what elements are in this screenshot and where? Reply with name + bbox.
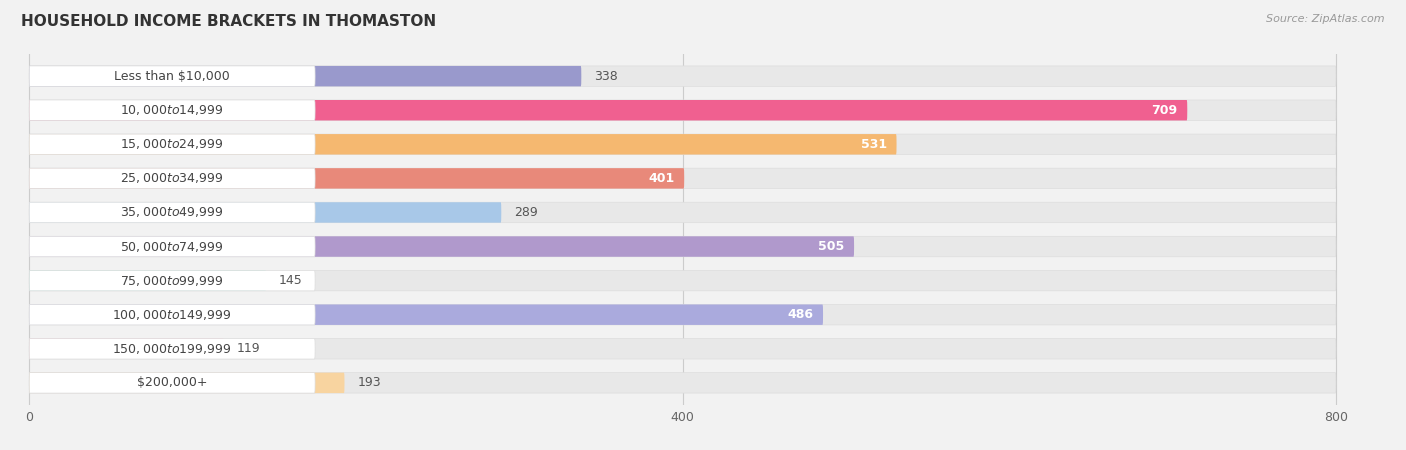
- FancyBboxPatch shape: [30, 168, 1336, 189]
- Text: $150,000 to $199,999: $150,000 to $199,999: [112, 342, 232, 356]
- Text: 505: 505: [818, 240, 844, 253]
- Text: 338: 338: [595, 70, 619, 83]
- Text: 289: 289: [515, 206, 538, 219]
- FancyBboxPatch shape: [30, 168, 315, 189]
- FancyBboxPatch shape: [30, 338, 315, 359]
- Text: 401: 401: [648, 172, 675, 185]
- FancyBboxPatch shape: [30, 338, 1336, 359]
- Text: $200,000+: $200,000+: [136, 376, 208, 389]
- FancyBboxPatch shape: [30, 236, 853, 257]
- FancyBboxPatch shape: [30, 202, 315, 223]
- Text: $15,000 to $24,999: $15,000 to $24,999: [121, 137, 224, 151]
- FancyBboxPatch shape: [30, 338, 224, 359]
- FancyBboxPatch shape: [30, 270, 266, 291]
- Text: 531: 531: [860, 138, 887, 151]
- FancyBboxPatch shape: [30, 66, 1336, 86]
- FancyBboxPatch shape: [30, 66, 581, 86]
- FancyBboxPatch shape: [30, 202, 502, 223]
- FancyBboxPatch shape: [30, 305, 1336, 325]
- Text: 145: 145: [280, 274, 302, 287]
- FancyBboxPatch shape: [30, 100, 315, 121]
- Text: $25,000 to $34,999: $25,000 to $34,999: [121, 171, 224, 185]
- Text: HOUSEHOLD INCOME BRACKETS IN THOMASTON: HOUSEHOLD INCOME BRACKETS IN THOMASTON: [21, 14, 436, 28]
- Text: 486: 486: [787, 308, 813, 321]
- FancyBboxPatch shape: [30, 134, 897, 154]
- FancyBboxPatch shape: [30, 305, 315, 325]
- Text: Less than $10,000: Less than $10,000: [114, 70, 231, 83]
- FancyBboxPatch shape: [30, 305, 823, 325]
- FancyBboxPatch shape: [30, 168, 685, 189]
- FancyBboxPatch shape: [30, 100, 1336, 121]
- Text: $35,000 to $49,999: $35,000 to $49,999: [121, 206, 224, 220]
- FancyBboxPatch shape: [30, 373, 315, 393]
- Text: $10,000 to $14,999: $10,000 to $14,999: [121, 103, 224, 117]
- FancyBboxPatch shape: [30, 270, 315, 291]
- Text: 709: 709: [1152, 104, 1177, 117]
- Text: 193: 193: [357, 376, 381, 389]
- Text: Source: ZipAtlas.com: Source: ZipAtlas.com: [1267, 14, 1385, 23]
- FancyBboxPatch shape: [30, 100, 1187, 121]
- FancyBboxPatch shape: [30, 373, 1336, 393]
- FancyBboxPatch shape: [30, 134, 1336, 154]
- Text: $50,000 to $74,999: $50,000 to $74,999: [121, 239, 224, 253]
- Text: 119: 119: [236, 342, 260, 355]
- FancyBboxPatch shape: [30, 134, 315, 154]
- FancyBboxPatch shape: [30, 373, 344, 393]
- FancyBboxPatch shape: [30, 202, 1336, 223]
- FancyBboxPatch shape: [30, 236, 315, 257]
- FancyBboxPatch shape: [30, 66, 315, 86]
- FancyBboxPatch shape: [30, 270, 1336, 291]
- FancyBboxPatch shape: [30, 236, 1336, 257]
- Text: $100,000 to $149,999: $100,000 to $149,999: [112, 308, 232, 322]
- Text: $75,000 to $99,999: $75,000 to $99,999: [121, 274, 224, 288]
